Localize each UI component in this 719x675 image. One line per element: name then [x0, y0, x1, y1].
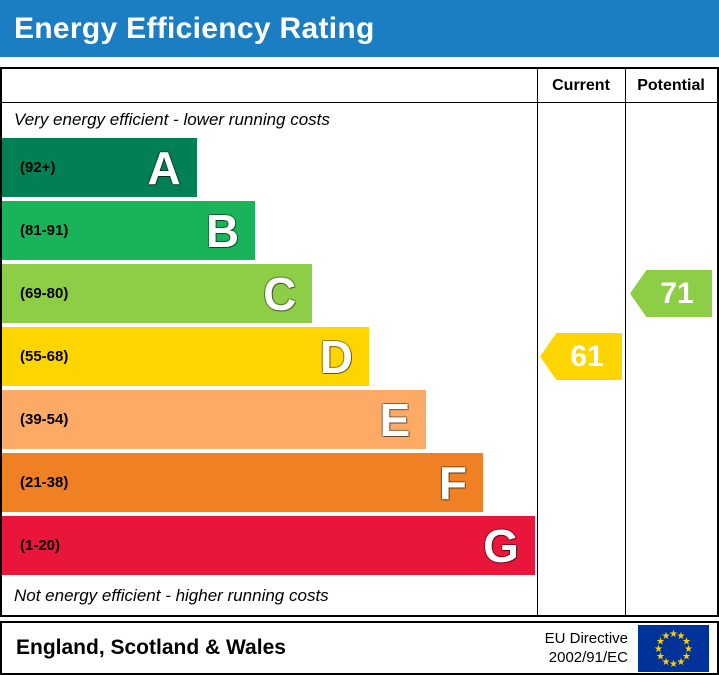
band-row-c: (69-80) C	[2, 262, 537, 325]
band-letter: D	[319, 330, 353, 383]
page-title: Energy Efficiency Rating	[14, 11, 375, 45]
band-letter: G	[483, 519, 519, 572]
current-rating-arrow-cell: 61	[537, 325, 625, 388]
band-bar-c: (69-80) C	[2, 264, 313, 323]
eu-flag-star: ★	[656, 636, 665, 647]
title-bar: Energy Efficiency Rating	[0, 0, 719, 57]
eu-directive-line2: 2002/91/EC	[548, 649, 628, 666]
band-range-label: (69-80)	[20, 285, 69, 302]
region-label: England, Scotland & Wales	[16, 636, 286, 659]
band-bar-a: (92+) A	[2, 138, 197, 197]
current-column-divider	[537, 69, 625, 615]
eu-flag-star: ★	[669, 659, 678, 670]
band-row-e: (39-54) E	[2, 388, 537, 451]
eu-flag-star: ★	[684, 644, 693, 655]
band-range-label: (39-54)	[20, 411, 69, 428]
eu-flag-star: ★	[662, 631, 671, 642]
band-letter: B	[205, 204, 240, 257]
potential-column-header: Potential	[637, 77, 705, 94]
eu-flag-star: ★	[677, 657, 686, 668]
bottom-note: Not energy efficient - higher running co…	[14, 586, 329, 605]
band-row-d: (55-68) D	[2, 325, 537, 388]
band-letter: F	[438, 456, 467, 509]
eu-flag-star: ★	[656, 651, 665, 662]
band-bar-b: (81-91) B	[2, 201, 256, 260]
band-bar-d: (55-68) D	[2, 327, 369, 386]
band-range-label: (55-68)	[20, 348, 69, 365]
band-letter: E	[379, 393, 411, 446]
current-rating-arrow: 61	[540, 333, 622, 380]
band-range-label: (81-91)	[20, 222, 69, 239]
potential-rating-arrow-cell: 71	[625, 262, 717, 325]
header-row-divider	[2, 69, 717, 103]
band-bar-f: (21-38) F	[2, 453, 483, 512]
energy-rating-chart: Current Potential Very energy efficient …	[0, 67, 719, 617]
band-row-a: (92+) A	[2, 136, 537, 199]
eu-flag-star: ★	[677, 631, 686, 642]
eu-flag-icon: ★★★★★★★★★★★★	[638, 624, 709, 672]
eu-directive-line1: EU Directive	[544, 629, 628, 647]
band-range-label: (21-38)	[20, 474, 69, 491]
eu-flag-star: ★	[682, 636, 691, 647]
footer: England, Scotland & Wales EU Directive 2…	[0, 621, 719, 675]
band-bar-e: (39-54) E	[2, 390, 427, 449]
eu-flag-star: ★	[682, 651, 691, 662]
top-note: Very energy efficient - lower running co…	[14, 109, 330, 129]
band-letter: C	[263, 267, 297, 320]
eu-directive-label: EU Directive 2002/91/EC	[545, 629, 628, 668]
eu-flag-star: ★	[669, 629, 678, 640]
band-row-g: (1-20) G	[2, 514, 537, 577]
band-letter: A	[147, 141, 181, 194]
eu-flag-star: ★	[662, 657, 671, 668]
potential-column-divider	[625, 69, 717, 615]
band-row-f: (21-38) F	[2, 451, 537, 514]
band-range-label: (92+)	[20, 159, 56, 176]
eu-flag-star: ★	[654, 644, 663, 655]
band-bar-g: (1-20) G	[2, 516, 535, 575]
current-column-header: Current	[552, 77, 610, 94]
band-range-label: (1-20)	[20, 537, 61, 554]
potential-rating-arrow: 71	[630, 270, 712, 317]
band-row-b: (81-91) B	[2, 199, 537, 262]
